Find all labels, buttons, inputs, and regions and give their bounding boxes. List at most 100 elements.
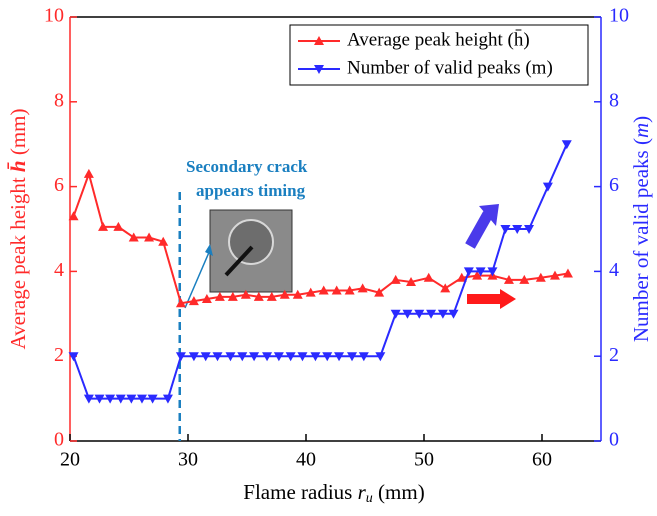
- point: [318, 285, 329, 295]
- point: [113, 221, 124, 231]
- point: [297, 352, 308, 362]
- legend-label: Average peak height (h̄): [347, 29, 530, 50]
- legend-label: Number of valid peaks (m): [347, 57, 553, 78]
- series-line: [72, 143, 568, 400]
- point: [98, 221, 109, 231]
- point: [253, 291, 264, 301]
- y2-axis-label: Number of valid peaks (m): [629, 116, 653, 342]
- point: [188, 352, 199, 362]
- point: [426, 309, 437, 319]
- point: [487, 267, 498, 277]
- point: [126, 394, 137, 404]
- x-tick-label: 50: [414, 449, 434, 471]
- y-tick-label: 6: [54, 174, 64, 196]
- point: [136, 394, 147, 404]
- legend-marker: [314, 36, 324, 45]
- point: [500, 225, 511, 234]
- point: [423, 272, 434, 282]
- point: [535, 272, 546, 282]
- point: [331, 285, 342, 295]
- point: [285, 352, 296, 362]
- y-tick-label: 8: [54, 89, 64, 111]
- point: [437, 309, 448, 319]
- point: [448, 309, 459, 319]
- point: [357, 283, 368, 293]
- x-tick-label: 20: [60, 449, 80, 471]
- red-trend-arrow: [467, 289, 516, 309]
- x-tick-label: 40: [296, 449, 316, 471]
- annotation-arrowhead: [205, 244, 213, 256]
- point: [225, 352, 236, 362]
- point: [406, 277, 417, 286]
- point: [214, 291, 225, 301]
- point: [144, 232, 155, 242]
- x-axis-label-var: r: [358, 480, 367, 504]
- point: [390, 274, 401, 284]
- x-tick-label: 60: [532, 449, 552, 471]
- point: [83, 394, 94, 404]
- point: [105, 394, 116, 404]
- point: [237, 352, 248, 362]
- point: [334, 352, 345, 362]
- point: [200, 352, 211, 362]
- point: [175, 352, 186, 362]
- y2-tick-label: 0: [609, 429, 619, 451]
- point: [162, 394, 173, 404]
- point: [292, 289, 303, 299]
- point: [68, 352, 79, 362]
- y-axis-label-var: h̄: [6, 160, 30, 172]
- point: [562, 268, 573, 278]
- point: [188, 296, 199, 306]
- y2-axis-label-text: Number of valid peaks (: [629, 138, 653, 342]
- y2-tick-label: 2: [609, 344, 619, 366]
- y2-tick-label: 6: [609, 174, 619, 196]
- point: [158, 236, 169, 246]
- y2-axis-label-unit: ): [629, 116, 653, 123]
- annotation: appears timing: [196, 181, 306, 200]
- point: [227, 291, 238, 301]
- point: [310, 352, 321, 362]
- point: [344, 285, 355, 295]
- x-tick-label: 30: [178, 449, 198, 471]
- point: [240, 289, 251, 299]
- point: [414, 309, 425, 319]
- point: [524, 225, 535, 234]
- point: [440, 283, 451, 293]
- point: [463, 267, 474, 277]
- point: [374, 287, 385, 297]
- y-tick-label: 4: [54, 259, 64, 281]
- point: [561, 140, 572, 150]
- point: [83, 168, 94, 178]
- point: [262, 352, 273, 362]
- point: [512, 225, 523, 234]
- point: [266, 291, 277, 301]
- y-tick-label: 10: [44, 5, 64, 27]
- x-axis-label-sub: u: [366, 491, 373, 506]
- point: [375, 352, 386, 362]
- point: [475, 267, 486, 277]
- point: [201, 293, 212, 303]
- point: [115, 394, 126, 404]
- point: [279, 289, 290, 299]
- annotation: Secondary crack: [186, 157, 308, 176]
- point: [519, 274, 530, 284]
- point: [249, 352, 260, 362]
- y2-tick-label: 8: [609, 89, 619, 111]
- point: [472, 270, 483, 280]
- y2-axis-label-var: m: [629, 123, 653, 138]
- y2-tick-label: 4: [609, 259, 619, 281]
- x-axis-label-unit: (mm): [373, 480, 425, 504]
- y-axis-label: Average peak height h̄ (mm): [6, 108, 30, 349]
- point: [358, 352, 369, 362]
- point: [549, 270, 560, 280]
- point: [322, 352, 333, 362]
- y-axis-label-unit: (mm): [6, 108, 30, 160]
- point: [305, 287, 316, 297]
- point: [503, 274, 514, 284]
- y-tick-label: 2: [54, 344, 64, 366]
- point: [402, 309, 413, 319]
- y2-tick-label: 10: [609, 5, 629, 27]
- legend-box: [289, 24, 589, 86]
- point: [147, 394, 158, 404]
